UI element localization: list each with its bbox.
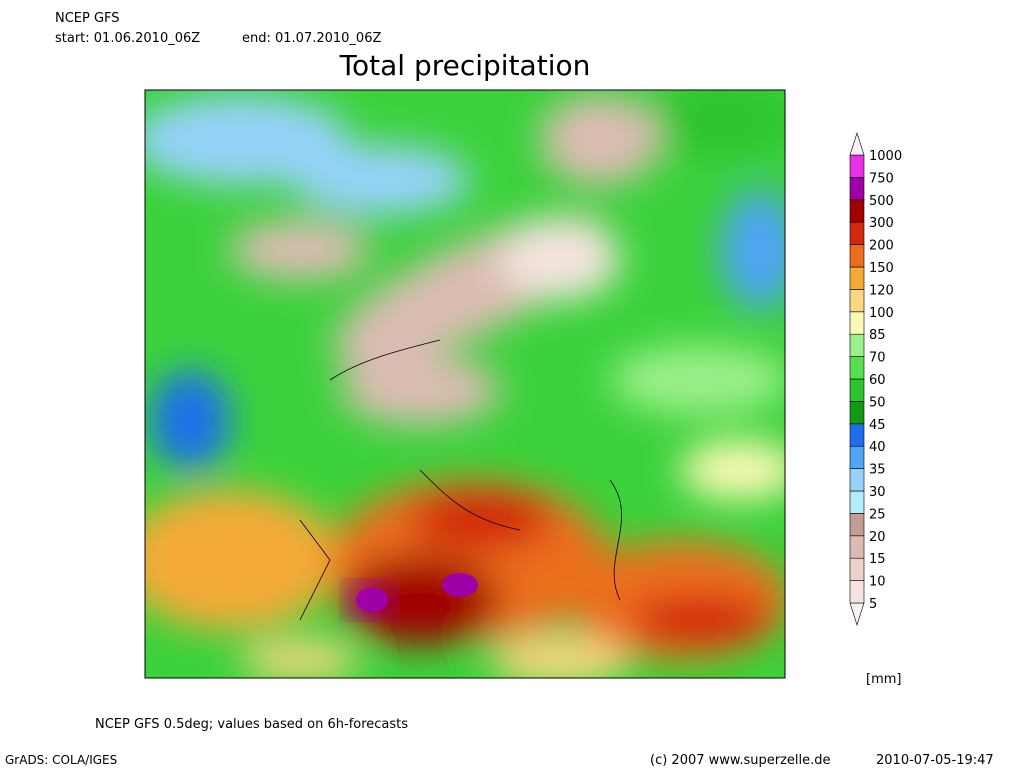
copyright: (c) 2007 www.superzelle.de	[650, 753, 831, 768]
timestamp: 2010-07-05-19:47	[876, 753, 994, 768]
end-label: end: 01.07.2010_06Z	[242, 31, 381, 46]
colorbar-swatch	[849, 154, 865, 178]
colorbar-label: 85	[869, 328, 886, 343]
colorbar-low-end	[849, 602, 865, 626]
colorbar-label: 60	[869, 373, 886, 388]
colorbar-swatch	[849, 445, 865, 469]
colorbar-swatch	[849, 468, 865, 492]
colorbar-swatch	[849, 490, 865, 514]
colorbar-label: 50	[869, 395, 886, 410]
colorbar-label: 20	[869, 530, 886, 545]
map-frame	[144, 89, 786, 679]
colorbar-high-end	[849, 132, 865, 156]
colorbar-swatch	[849, 356, 865, 380]
footer-note: NCEP GFS 0.5deg; values based on 6h-fore…	[95, 717, 408, 732]
colorbar-label: 45	[869, 418, 886, 433]
colorbar-label: 750	[869, 171, 894, 186]
colorbar-swatch	[849, 221, 865, 245]
colorbar-label: 30	[869, 485, 886, 500]
colorbar-label: 100	[869, 306, 894, 321]
colorbar-label: 200	[869, 239, 894, 254]
colorbar-swatch	[849, 535, 865, 559]
colorbar-swatch	[849, 289, 865, 313]
colorbar-swatch	[849, 311, 865, 335]
unit-label: [mm]	[866, 672, 901, 687]
colorbar-swatch	[849, 378, 865, 402]
colorbar-swatch	[849, 266, 865, 290]
colorbar-label: 35	[869, 463, 886, 478]
title: Total precipitation	[339, 49, 591, 82]
colorbar-label: 150	[869, 261, 894, 276]
colorbar-swatch	[849, 333, 865, 357]
colorbar-label: 500	[869, 194, 894, 209]
colorbar-label: 15	[869, 552, 886, 567]
colorbar-swatch	[849, 177, 865, 201]
colorbar-label: 120	[869, 283, 894, 298]
colorbar-label: 70	[869, 351, 886, 366]
colorbar-label: 10	[869, 575, 886, 590]
colorbar-swatch	[849, 513, 865, 537]
colorbar-swatch	[849, 199, 865, 223]
colorbar-swatch	[849, 580, 865, 604]
colorbar-label: 1000	[869, 149, 902, 164]
colorbar-label: 25	[869, 507, 886, 522]
colorbar-swatch	[849, 244, 865, 268]
colorbar-swatch	[849, 401, 865, 425]
colorbar-label: 300	[869, 216, 894, 231]
colorbar: 5 10 15 20 25 30 35 40 45 50 60 70 85 100 120 150 200 300…	[849, 132, 902, 626]
start-label: start: 01.06.2010_06Z	[55, 31, 200, 46]
colorbar-label: 5	[869, 597, 877, 612]
colorbar-swatch	[849, 423, 865, 447]
colorbar-swatch	[849, 557, 865, 581]
model-label: NCEP GFS	[55, 11, 120, 26]
colorbar-label: 40	[869, 440, 886, 455]
precipitation-map	[145, 90, 785, 678]
software-label: GrADS: COLA/IGES	[5, 753, 117, 767]
